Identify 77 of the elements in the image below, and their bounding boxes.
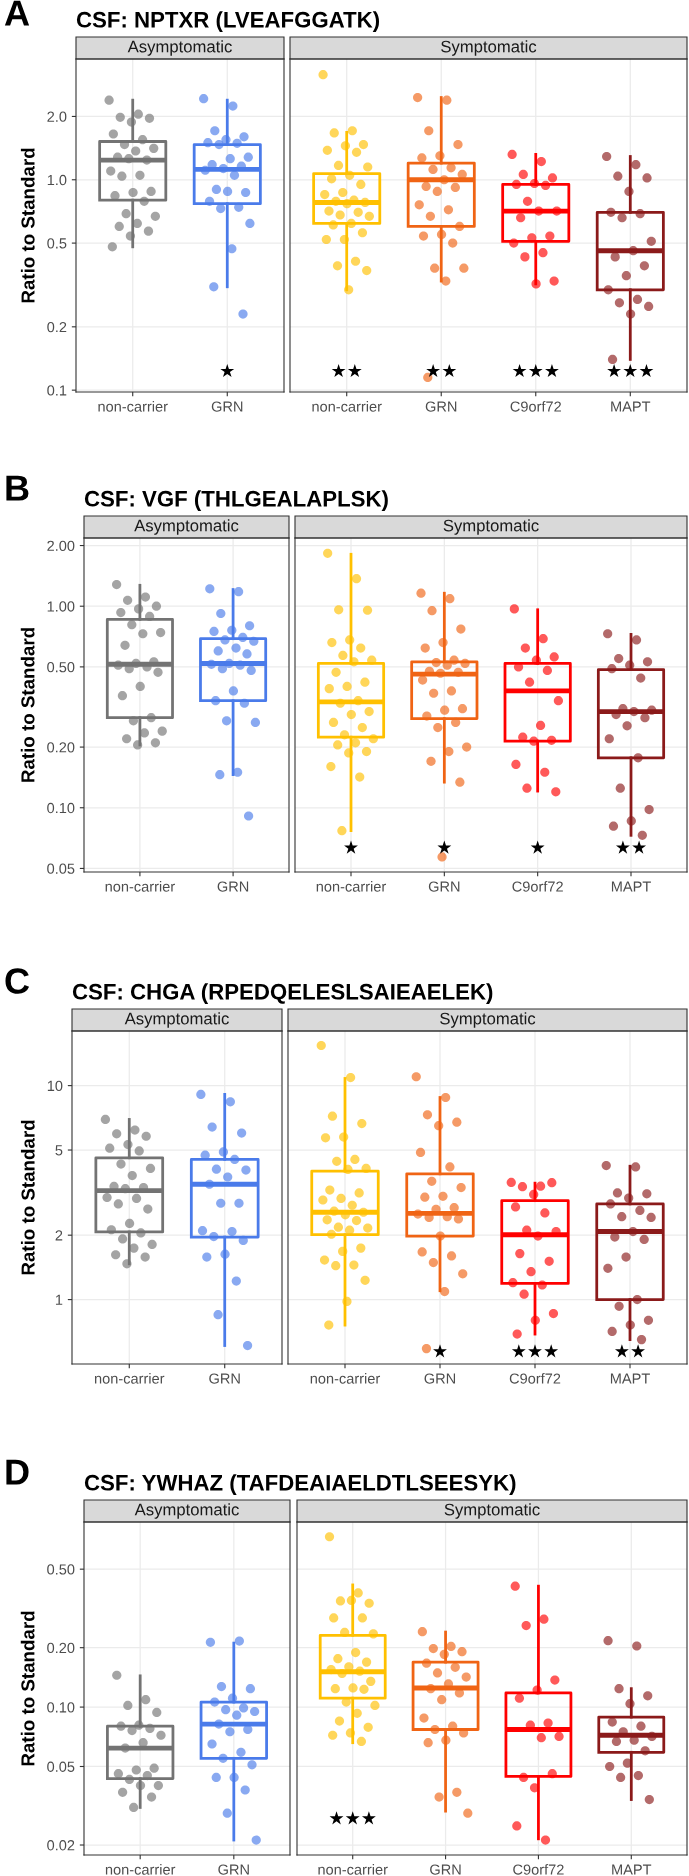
x-tick-label: non-carrier <box>312 401 382 412</box>
chart-title: CSF: YWHAZ (TAFDEAIAELDTLSEESYK) <box>84 1474 516 1495</box>
x-tick-label: GRN <box>425 401 457 412</box>
chart-subtitle: Symptomatic <box>441 40 537 56</box>
y-axis-title: Ratio to Standard <box>20 1120 35 1275</box>
y-tick-label: 0.10 <box>47 802 75 814</box>
x-tick-label: C9orf72 <box>510 401 561 412</box>
annotation: ★★★ <box>329 1811 376 1825</box>
x-tick-label: MAPT <box>612 1864 652 1875</box>
chart-subtitle: Asymptomatic <box>134 1503 239 1519</box>
annotation: ★ <box>344 840 358 854</box>
x-tick-label: non-carrier <box>94 1373 165 1384</box>
x-tick-label: GRN <box>430 1864 461 1875</box>
x-tick-label: GRN <box>428 881 460 892</box>
text: A <box>4 0 30 26</box>
annotation: ★ <box>437 840 452 854</box>
text: D <box>6 1459 29 1485</box>
y-tick-label: 2.0 <box>47 111 67 122</box>
y-tick-label: 1 <box>55 1294 63 1305</box>
x-tick-label: GRN <box>211 401 243 412</box>
x-tick-label: MAPT <box>610 1373 650 1384</box>
x-tick-label: non-carrier <box>105 881 175 892</box>
annotation: ★★ <box>614 1344 646 1358</box>
x-tick-label: GRN <box>424 1373 456 1384</box>
annotation: ★ <box>530 840 545 854</box>
annotation: ★ <box>220 363 235 378</box>
annotation: ★★ <box>615 840 647 854</box>
x-tick-label: non-carrier <box>105 1864 176 1875</box>
y-tick-label: 10 <box>47 1080 63 1092</box>
y-tick-label: 0.1 <box>47 385 67 396</box>
y-axis-title: Ratio to Standard <box>20 148 35 303</box>
y-tick-label: 0.50 <box>47 661 75 673</box>
x-tick-label: non-carrier <box>318 1864 388 1875</box>
y-tick-label: 0.20 <box>47 1642 75 1654</box>
chart-subtitle: Symptomatic <box>443 519 539 535</box>
x-tick-label: C9orf72 <box>509 1373 561 1384</box>
chart-subtitle: Asymptomatic <box>134 519 239 535</box>
x-tick-label: GRN <box>218 1864 249 1875</box>
y-tick-label: 0.05 <box>47 863 75 874</box>
y-tick-label: 1.00 <box>47 601 75 612</box>
y-tick-label: 2.00 <box>47 540 75 551</box>
x-tick-label: non-carrier <box>316 881 387 892</box>
y-tick-label: 0.20 <box>47 742 75 753</box>
chart-subtitle: Symptomatic <box>444 1503 540 1519</box>
y-tick-label: 0.02 <box>47 1840 75 1851</box>
y-axis-title: Ratio to Standard <box>20 1611 35 1766</box>
text: C <box>5 968 30 994</box>
y-tick-label: 0.10 <box>47 1702 75 1713</box>
y-tick-label: 0.5 <box>47 238 67 249</box>
text: B <box>6 475 29 501</box>
y-axis-title: Ratio to Standard <box>20 628 35 782</box>
annotation: ★★★ <box>511 1344 559 1358</box>
y-tick-label: 5 <box>55 1145 63 1156</box>
x-tick-label: GRN <box>217 881 249 892</box>
annotation: ★★★ <box>607 363 654 378</box>
annotation: ★★★ <box>512 363 559 378</box>
y-tick-label: 0.2 <box>47 321 67 333</box>
annotation: ★★ <box>426 363 457 378</box>
chart-title: CSF: NPTXR (LVEAFGGATK) <box>76 11 380 32</box>
x-tick-label: GRN <box>209 1373 240 1384</box>
x-tick-label: MAPT <box>611 401 651 412</box>
y-tick-label: 0.50 <box>47 1564 75 1575</box>
y-tick-label: 2 <box>55 1230 63 1241</box>
x-tick-label: non-carrier <box>98 401 168 412</box>
annotation: ★★ <box>331 363 362 378</box>
x-tick-label: C9orf72 <box>512 881 563 892</box>
chart-title: CSF: VGF (THLGEALAPLSK) <box>84 490 388 511</box>
chart-subtitle: Asymptomatic <box>127 40 232 56</box>
x-tick-label: non-carrier <box>310 1373 381 1384</box>
chart-subtitle: Symptomatic <box>440 1012 536 1028</box>
chart-subtitle: Asymptomatic <box>124 1012 229 1028</box>
chart-title: CSF: CHGA (RPEDQELESLSAIEAELEK) <box>72 983 493 1004</box>
y-tick-label: 0.05 <box>47 1761 75 1772</box>
annotation: ★ <box>433 1344 447 1358</box>
x-tick-label: C9orf72 <box>513 1864 564 1875</box>
x-tick-label: MAPT <box>611 881 651 892</box>
y-tick-label: 1.0 <box>47 174 67 186</box>
